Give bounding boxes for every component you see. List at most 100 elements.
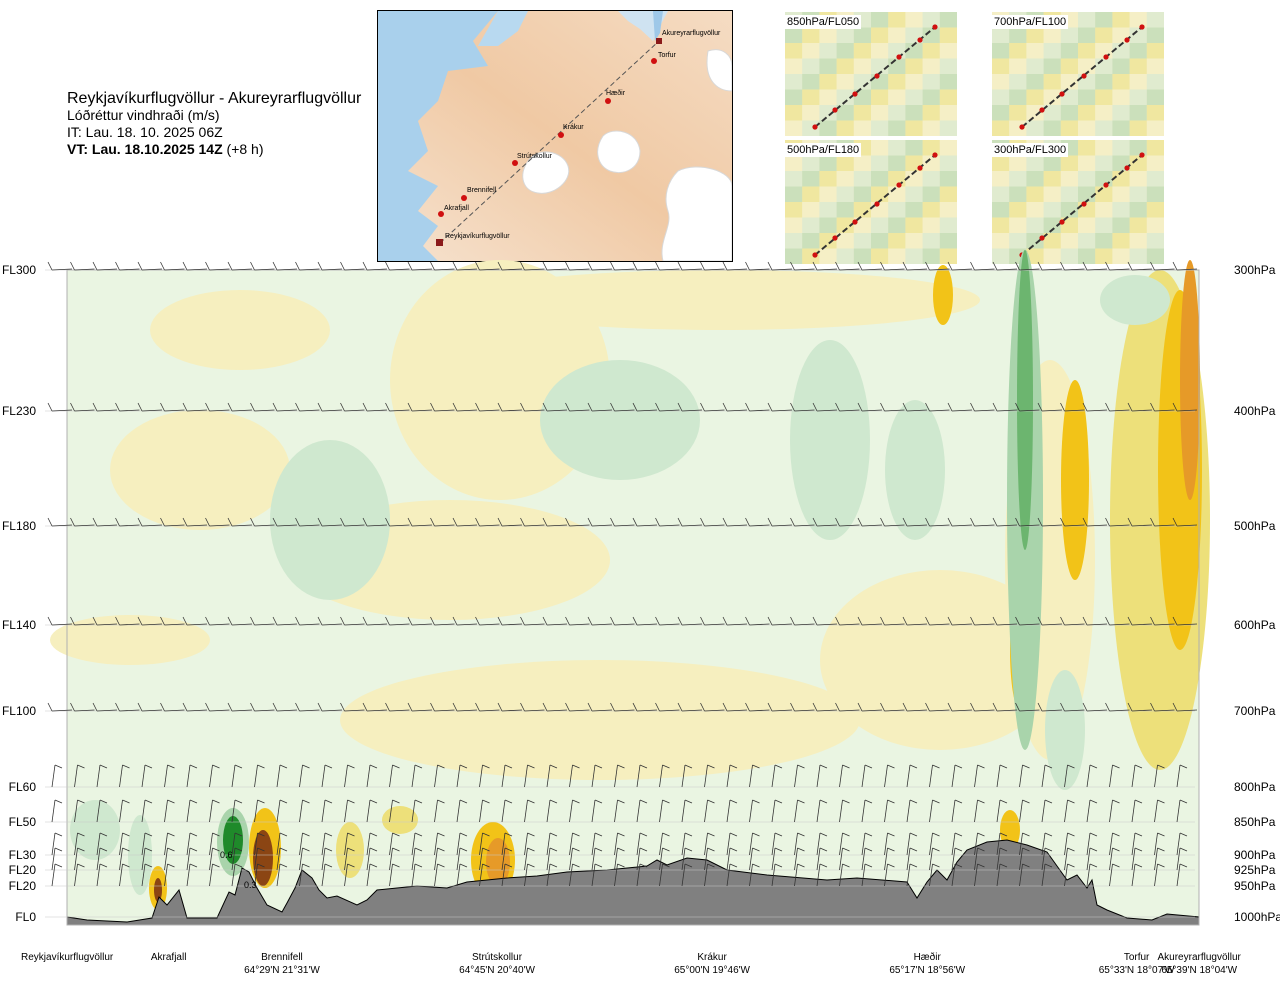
wind-barb-flag [954,847,963,852]
wind-barb-flag [160,616,165,626]
wind-barb [389,847,393,871]
wind-barb-flag [160,261,165,271]
wind-barb-flag [189,847,198,852]
mini-map-850-graphic [785,12,957,136]
wind-barb [816,832,821,856]
mini-map-cell [1009,120,1027,136]
wind-barb-flag [684,863,693,868]
wind-barb [1109,863,1113,887]
wind-barb [1154,268,1175,271]
mini-map-cell [785,74,803,90]
wind-barb [929,409,950,412]
wind-barb [366,863,371,887]
wind-barb [614,847,618,871]
mini-map-cell [1078,105,1096,121]
mini-map-cell [1146,89,1164,105]
mini-map-cell [1043,171,1061,187]
mini-map-cell [1129,233,1147,249]
wind-barb-flag [729,847,738,852]
wind-barb [816,847,821,871]
wind-barb-flag [115,702,120,712]
wind-barb [681,764,686,788]
mini-map-cell [888,12,906,28]
wind-barb-flag [482,799,490,804]
wind-barb [771,832,776,856]
wind-barb-flag [369,764,378,769]
wind-barb-flag [722,402,728,412]
wind-barb-flag [1044,764,1053,769]
wind-barb-flag [729,799,738,804]
wind-barb [839,799,843,823]
wind-barb-flag [70,517,75,527]
wind-barb-flag [340,616,345,626]
wind-barb [254,409,275,412]
wind-barb [1176,847,1181,871]
chart-title-block: Reykjavíkurflugvöllur - Akureyrarflugvöl… [67,90,361,158]
wind-barb [96,524,118,527]
mini-map-cell [1009,233,1027,249]
wind-barb-flag [459,847,468,852]
wind-barb-flag [324,847,333,852]
mini-map-cell [871,155,889,171]
wind-barb-flag [542,616,548,626]
wind-barb [1019,709,1040,712]
wind-barb [51,709,73,712]
wind-barb-flag [1022,847,1030,852]
wind-barb [434,623,455,626]
wind-barb [1176,799,1181,823]
wind-barb [546,847,551,871]
mini-map-cell [853,186,871,202]
wind-barb-flag [227,402,233,412]
wind-barb [1131,268,1153,271]
mini-waypoint [832,107,838,113]
wind-barb [614,832,618,856]
mini-map-cell [853,89,871,105]
wind-barb-flag [1082,517,1088,527]
wind-barb-flag [1037,402,1043,412]
mini-map-cell [922,89,940,105]
wind-barb [681,832,686,856]
mini-map-cell [992,202,1010,218]
wind-barb [276,268,298,271]
wind-barb-flag [745,702,750,712]
location-coord: 65°33'N 18°07'W [1098,965,1175,976]
wind-barb [411,799,416,823]
wind-barb [209,847,213,871]
wind-barb-flag [954,863,963,868]
wind-barb [726,623,748,626]
wind-barb [344,832,348,856]
wind-barb-flag [167,799,175,804]
wind-barb-flag [70,402,75,412]
wind-barb-flag [392,799,400,804]
mini-map-cell [1043,27,1061,43]
wind-barb-flag [182,261,188,271]
wind-barb [299,799,303,823]
wind-barb-flag [767,517,773,527]
wind-barb-flag [137,261,143,271]
wind-barb [276,847,281,871]
mini-map-cell [888,120,906,136]
wind-barb [524,524,545,527]
mini-map-cell [819,217,837,233]
wind-barb [704,863,708,887]
mini-map-cell [1146,105,1164,121]
wind-barb-flag [414,832,423,837]
wind-barb [861,847,866,871]
contour-region [150,290,330,370]
mini-waypoint [896,54,902,60]
value-annotation: 0.6 [220,850,233,860]
wind-barb-flag [324,832,333,837]
mini-map-cell [992,155,1010,171]
wind-barb [1064,524,1085,527]
wind-barb [929,847,933,871]
wind-barb-flag [279,863,288,868]
wind-barb-flag [92,517,98,527]
wind-barb [254,799,258,823]
mini-waypoint [1139,24,1145,30]
wind-barb [749,863,753,887]
wind-barb [929,623,950,626]
wind-barb-flag [302,832,310,837]
mini-map-cell [819,120,837,136]
mini-map-cell [836,233,854,249]
wind-barb [749,799,753,823]
